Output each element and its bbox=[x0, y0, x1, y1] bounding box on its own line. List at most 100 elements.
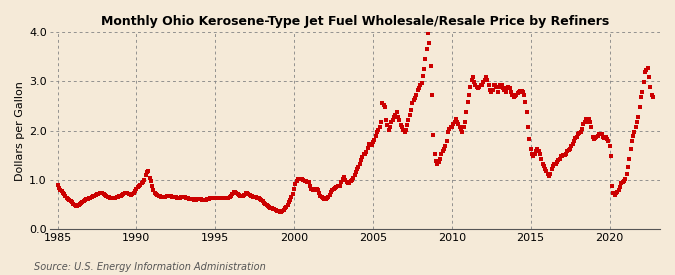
Point bbox=[128, 191, 139, 196]
Point bbox=[356, 158, 367, 163]
Point bbox=[119, 191, 130, 196]
Point bbox=[461, 110, 472, 114]
Point bbox=[373, 127, 383, 132]
Point bbox=[307, 188, 318, 192]
Point bbox=[412, 88, 423, 92]
Point bbox=[163, 194, 173, 198]
Point bbox=[421, 47, 432, 51]
Point bbox=[194, 197, 205, 201]
Point bbox=[299, 179, 310, 183]
Point bbox=[536, 156, 547, 161]
Point bbox=[632, 120, 643, 124]
Point bbox=[357, 155, 368, 159]
Point bbox=[607, 184, 618, 188]
Point bbox=[115, 194, 126, 198]
Point bbox=[76, 201, 86, 205]
Point bbox=[490, 82, 501, 87]
Point bbox=[234, 192, 244, 197]
Point bbox=[264, 204, 275, 209]
Point bbox=[540, 166, 551, 171]
Point bbox=[562, 149, 573, 153]
Point bbox=[503, 85, 514, 89]
Point bbox=[160, 195, 171, 199]
Point bbox=[443, 130, 454, 134]
Point bbox=[512, 91, 523, 95]
Point bbox=[197, 197, 208, 202]
Point bbox=[159, 195, 169, 199]
Point bbox=[221, 196, 232, 200]
Point bbox=[180, 195, 190, 199]
Point bbox=[379, 105, 390, 110]
Point bbox=[551, 160, 562, 164]
Point bbox=[596, 132, 607, 136]
Point bbox=[624, 156, 634, 161]
Point bbox=[242, 191, 252, 196]
Point bbox=[282, 202, 293, 207]
Point bbox=[556, 154, 566, 158]
Point bbox=[122, 191, 133, 196]
Point bbox=[232, 192, 243, 196]
Point bbox=[68, 202, 79, 206]
Point bbox=[127, 192, 138, 197]
Point bbox=[431, 159, 441, 163]
Point bbox=[285, 197, 296, 202]
Point bbox=[508, 95, 519, 99]
Point bbox=[243, 192, 254, 196]
Point bbox=[84, 196, 95, 200]
Point bbox=[591, 134, 602, 139]
Point bbox=[109, 196, 119, 200]
Point bbox=[329, 186, 340, 191]
Point bbox=[336, 180, 347, 184]
Point bbox=[646, 92, 657, 97]
Point bbox=[354, 162, 365, 166]
Point bbox=[304, 184, 315, 189]
Point bbox=[88, 194, 99, 199]
Point bbox=[636, 95, 647, 99]
Point bbox=[535, 152, 545, 156]
Point bbox=[261, 202, 272, 207]
Point bbox=[321, 196, 332, 200]
Point bbox=[294, 176, 304, 181]
Point bbox=[604, 144, 615, 148]
Point bbox=[369, 137, 379, 142]
Point bbox=[59, 192, 70, 197]
Point bbox=[218, 196, 229, 200]
Point bbox=[110, 196, 121, 200]
Point bbox=[246, 194, 257, 199]
Point bbox=[268, 207, 279, 211]
Point bbox=[181, 196, 192, 200]
Point bbox=[433, 160, 444, 164]
Point bbox=[520, 100, 531, 104]
Point bbox=[146, 184, 157, 189]
Point bbox=[585, 120, 595, 124]
Point bbox=[126, 192, 136, 197]
Point bbox=[92, 192, 103, 197]
Point bbox=[176, 195, 186, 199]
Point bbox=[174, 196, 185, 200]
Point bbox=[190, 197, 201, 202]
Point bbox=[259, 200, 269, 205]
Point bbox=[202, 197, 213, 201]
Point bbox=[323, 195, 333, 199]
Point bbox=[499, 87, 510, 92]
Point bbox=[383, 127, 394, 132]
Point bbox=[532, 147, 543, 151]
Point bbox=[267, 206, 277, 210]
Point bbox=[493, 90, 504, 94]
Point bbox=[403, 118, 414, 122]
Point bbox=[56, 189, 67, 193]
Point bbox=[313, 188, 323, 192]
Point bbox=[449, 120, 460, 124]
Point bbox=[325, 190, 336, 194]
Point bbox=[284, 200, 294, 204]
Point bbox=[120, 191, 131, 195]
Point bbox=[472, 86, 483, 90]
Point bbox=[407, 100, 418, 105]
Point bbox=[238, 194, 248, 198]
Point bbox=[418, 74, 429, 79]
Point bbox=[641, 68, 651, 72]
Point bbox=[105, 196, 115, 200]
Point bbox=[186, 197, 197, 201]
Point bbox=[420, 57, 431, 61]
Point bbox=[529, 152, 540, 156]
